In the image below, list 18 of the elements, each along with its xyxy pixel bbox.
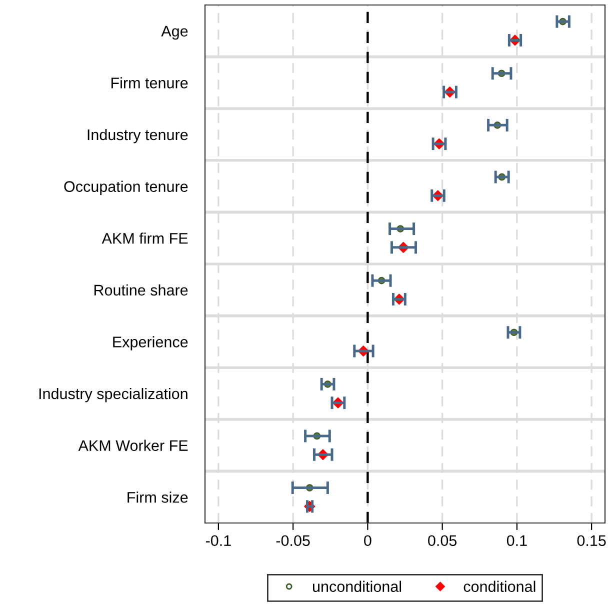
x-tick-label: 0.1 xyxy=(506,535,527,546)
legend-label: unconditional xyxy=(312,580,402,592)
y-tick-label: AKM firm FE xyxy=(102,232,188,244)
x-tick-label: 0 xyxy=(364,535,372,546)
x-tick-label: 0.15 xyxy=(577,535,606,546)
y-tick-label: Industry tenure xyxy=(88,128,188,144)
x-tick-label: -0.05 xyxy=(276,535,310,546)
y-tick-label: AKM Worker FE xyxy=(78,440,188,451)
y-tick-label: Routine share xyxy=(94,284,188,296)
y-tick-label: Firm size xyxy=(128,492,188,503)
x-tick-label: 0.05 xyxy=(428,535,457,546)
legend-label: conditional xyxy=(464,580,536,592)
x-tick-label: -0.1 xyxy=(206,535,231,546)
y-tick-label: Industry specialization xyxy=(39,388,188,402)
y-tick-label: Experience xyxy=(113,336,188,350)
y-tick-label: Firm tenure xyxy=(111,77,188,88)
y-tick-label: Age xyxy=(161,26,188,40)
y-tick-label: Occupation tenure xyxy=(64,180,188,196)
